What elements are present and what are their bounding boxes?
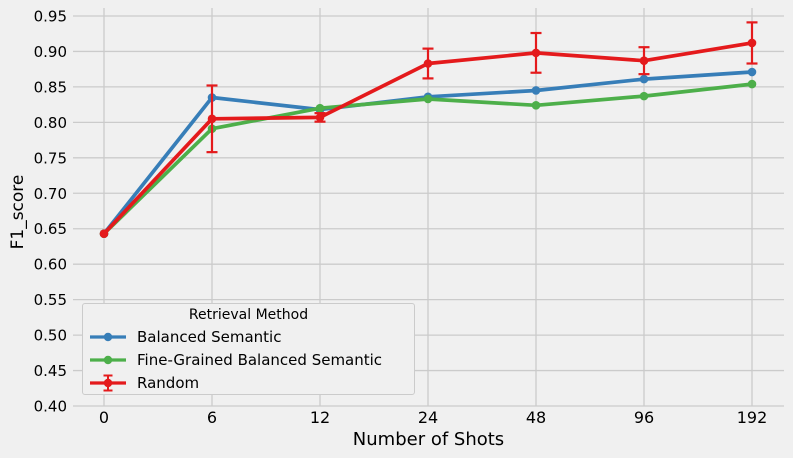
legend-item-random: Random [83, 371, 414, 394]
y-tick-label: 0.80 [34, 114, 67, 132]
data-point [423, 59, 433, 68]
legend: Retrieval Method Balanced Semantic Fine-… [82, 303, 415, 395]
y-tick-label: 0.70 [34, 185, 67, 203]
data-point [531, 101, 541, 110]
y-tick-label: 0.65 [34, 220, 67, 238]
legend-marker [103, 332, 113, 341]
legend-item-fine-grained-balanced-semantic: Fine-Grained Balanced Semantic [83, 348, 414, 371]
data-point [639, 56, 649, 65]
legend-label: Random [137, 373, 200, 392]
x-tick-label: 192 [737, 408, 768, 427]
legend-marker [103, 378, 113, 387]
y-tick-label: 0.50 [34, 327, 67, 345]
legend-marker-icon [90, 355, 126, 364]
y-tick-label: 0.45 [34, 362, 67, 380]
x-tick-label: 0 [99, 408, 109, 427]
legend-marker-icon [90, 332, 126, 341]
x-tick-label: 12 [310, 408, 330, 427]
y-tick-label: 0.55 [34, 291, 67, 309]
legend-marker [103, 355, 113, 364]
data-point [747, 79, 757, 89]
legend-title: Retrieval Method [188, 307, 309, 323]
data-point [747, 67, 757, 77]
y-tick-label: 0.85 [34, 78, 67, 96]
legend-label: Fine-Grained Balanced Semantic [137, 350, 383, 369]
x-tick-label: 48 [526, 408, 546, 427]
data-point [315, 113, 325, 122]
y-tick-label: 0.60 [34, 256, 67, 274]
legend-item-balanced-semantic: Balanced Semantic [83, 325, 414, 348]
data-point [207, 114, 217, 124]
data-point [747, 38, 757, 48]
data-point [639, 74, 649, 84]
data-point [531, 86, 541, 95]
data-point [99, 229, 109, 238]
data-point [315, 103, 325, 113]
data-point [423, 94, 433, 104]
x-tick-label: 24 [418, 408, 438, 427]
x-tick-label: 6 [207, 408, 217, 427]
y-tick-label: 0.40 [34, 398, 67, 416]
data-point [639, 91, 649, 101]
legend-label: Balanced Semantic [137, 327, 282, 346]
data-point [531, 48, 541, 58]
y-tick-label: 0.95 [34, 8, 67, 26]
y-tick-label: 0.75 [34, 149, 67, 167]
y-tick-label: 0.90 [34, 43, 67, 61]
y-axis-label: F1_score [8, 174, 28, 250]
x-tick-label: 96 [634, 408, 654, 427]
x-axis-label: Number of Shots [352, 429, 505, 450]
legend-marker-icon [90, 374, 126, 391]
